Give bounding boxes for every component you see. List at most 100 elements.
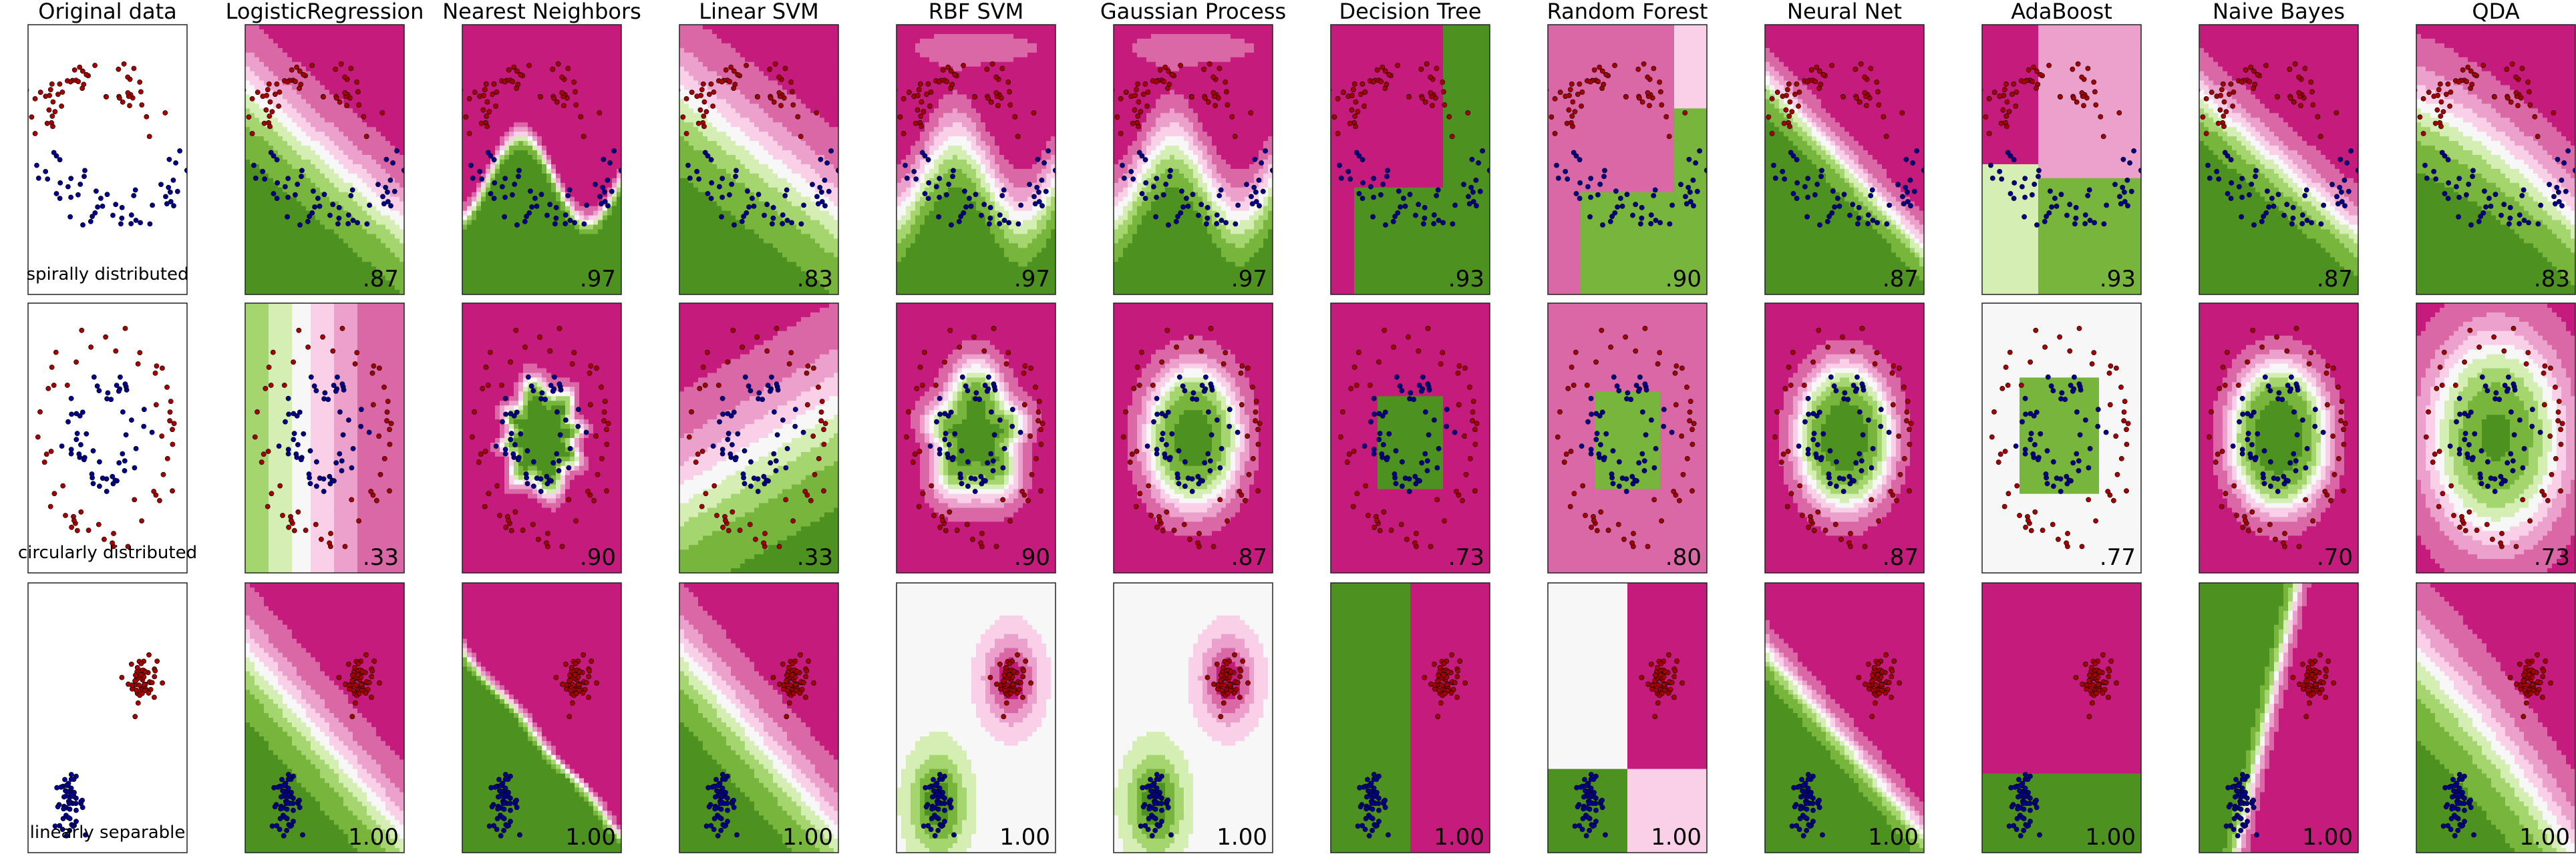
surface-cell (264, 216, 269, 221)
surface-cell (278, 211, 283, 216)
surface-cell (395, 29, 400, 35)
surface-cell (472, 169, 477, 174)
point-blue (585, 203, 589, 208)
surface-cell (287, 234, 293, 239)
surface-cell (584, 34, 589, 39)
surface-cell (703, 169, 708, 174)
surface-cell (542, 34, 547, 39)
surface-cell (542, 206, 547, 212)
surface-cell (546, 113, 552, 118)
surface-cell (684, 238, 689, 244)
dataset-label: spirally distributed (26, 264, 188, 284)
surface-cell (523, 43, 528, 49)
surface-cell (278, 146, 283, 151)
point-red (484, 81, 488, 86)
point-blue (601, 185, 605, 190)
surface-cell (612, 85, 617, 91)
surface-cell (579, 43, 585, 49)
surface-cell (283, 113, 288, 118)
surface-cell (325, 81, 330, 86)
surface-cell (334, 169, 339, 174)
surface-cell (607, 141, 613, 146)
surface-cell (320, 238, 325, 244)
surface-cell (560, 85, 566, 91)
surface-cell (297, 280, 302, 286)
surface-cell (462, 225, 468, 230)
surface-cell (283, 34, 288, 39)
surface-cell (311, 25, 316, 30)
surface-cell (532, 234, 538, 239)
surface-cell (546, 229, 552, 234)
surface-cell (560, 174, 566, 179)
surface-cell (467, 188, 472, 193)
point-red (138, 89, 143, 94)
surface-cell (255, 71, 260, 77)
surface-cell (565, 183, 571, 188)
surface-cell (565, 229, 571, 234)
point-blue (502, 214, 507, 219)
surface-cell (385, 76, 391, 81)
surface-cell (339, 188, 344, 193)
surface-cell (472, 220, 477, 226)
surface-cell (689, 71, 694, 77)
surface-cell (584, 62, 589, 67)
surface-cell (311, 141, 316, 146)
point-red (60, 89, 65, 94)
surface-cell (297, 202, 302, 207)
surface-cell (395, 183, 400, 188)
surface-cell (385, 85, 391, 91)
surface-cell (315, 178, 321, 184)
surface-cell (703, 29, 708, 35)
surface-cell (551, 285, 556, 290)
surface-cell (579, 257, 585, 262)
point-blue (171, 204, 176, 208)
point-red (337, 99, 342, 104)
surface-cell (395, 160, 400, 165)
surface-cell (584, 183, 589, 188)
surface-cell (353, 57, 358, 63)
surface-cell (593, 43, 599, 49)
surface-cell (584, 71, 589, 77)
surface-cell (334, 211, 339, 216)
surface-cell (362, 103, 367, 109)
surface-cell (703, 202, 708, 207)
surface-cell (726, 238, 732, 244)
surface-cell (357, 252, 363, 258)
point-red (482, 87, 487, 92)
surface-cell (703, 136, 708, 142)
point-blue (539, 192, 544, 197)
surface-cell (556, 53, 561, 58)
surface-cell (518, 136, 524, 142)
surface-cell (472, 252, 477, 258)
surface-cell (486, 197, 491, 202)
surface-cell (712, 206, 717, 212)
surface-cell (731, 160, 736, 165)
surface-cell (717, 118, 722, 123)
surface-cell (575, 57, 580, 63)
surface-cell (575, 53, 580, 58)
surface-cell (362, 81, 367, 86)
surface-cell (584, 178, 589, 184)
surface-cell (575, 108, 580, 114)
surface-cell (476, 29, 482, 35)
surface-cell (546, 141, 552, 146)
point-blue (500, 184, 504, 189)
surface-cell (565, 169, 571, 174)
surface-cell (343, 113, 349, 118)
surface-cell (684, 225, 689, 230)
surface-cell (721, 34, 727, 39)
surface-cell (584, 76, 589, 81)
surface-cell (560, 280, 566, 286)
surface-cell (264, 257, 269, 262)
surface-cell (698, 211, 703, 216)
surface-cell (528, 118, 533, 123)
surface-cell (462, 252, 468, 258)
surface-cell (320, 71, 325, 77)
surface-cell (320, 229, 325, 234)
surface-cell (560, 169, 566, 174)
surface-cell (546, 62, 552, 67)
point-blue (605, 204, 610, 208)
surface-cell (731, 99, 736, 104)
surface-cell (603, 103, 608, 109)
surface-cell (467, 234, 472, 239)
